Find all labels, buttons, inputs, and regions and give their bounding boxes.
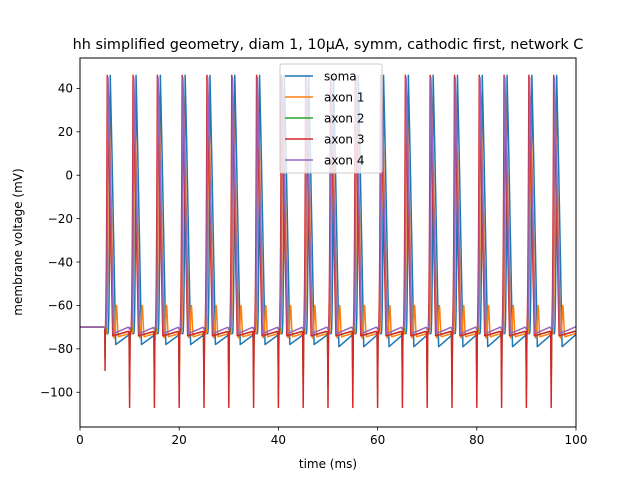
series-line-axon-4 bbox=[80, 76, 576, 335]
legend-label: soma bbox=[324, 69, 357, 83]
x-tick-label: 80 bbox=[469, 433, 484, 447]
y-tick-label: −60 bbox=[48, 299, 73, 313]
chart-title: hh simplified geometry, diam 1, 10μA, sy… bbox=[73, 37, 584, 53]
y-tick-label: 0 bbox=[65, 169, 73, 183]
y-axis-ticks: −100 −80 −60 −40 −20 0 20 40 bbox=[40, 82, 80, 400]
series-line-axon-3 bbox=[80, 74, 576, 409]
y-tick-label: 40 bbox=[58, 82, 73, 96]
legend-label: axon 3 bbox=[324, 132, 364, 146]
legend-label: axon 4 bbox=[324, 153, 364, 167]
x-tick-label: 20 bbox=[172, 433, 187, 447]
legend-label: axon 2 bbox=[324, 111, 364, 125]
x-tick-label: 60 bbox=[370, 433, 385, 447]
x-tick-label: 100 bbox=[565, 433, 588, 447]
legend: soma axon 1 axon 2 axon 3 axon 4 bbox=[279, 63, 383, 174]
y-tick-label: −80 bbox=[48, 342, 73, 356]
x-tick-label: 40 bbox=[271, 433, 286, 447]
y-tick-label: −40 bbox=[48, 255, 73, 269]
x-tick-label: 0 bbox=[76, 433, 84, 447]
y-tick-label: 20 bbox=[58, 125, 73, 139]
legend-label: axon 1 bbox=[324, 90, 364, 104]
y-tick-label: −100 bbox=[40, 386, 73, 400]
plot-frame bbox=[79, 57, 577, 428]
legend-entries: soma axon 1 axon 2 axon 3 axon 4 bbox=[285, 69, 364, 167]
x-axis-ticks: 0 20 40 60 80 100 bbox=[76, 427, 587, 447]
y-axis-label: membrane voltage (mV) bbox=[11, 168, 25, 315]
legend-box bbox=[279, 63, 383, 174]
y-tick-label: −20 bbox=[48, 212, 73, 226]
plot-lines bbox=[80, 74, 576, 409]
x-axis-label: time (ms) bbox=[299, 457, 357, 471]
